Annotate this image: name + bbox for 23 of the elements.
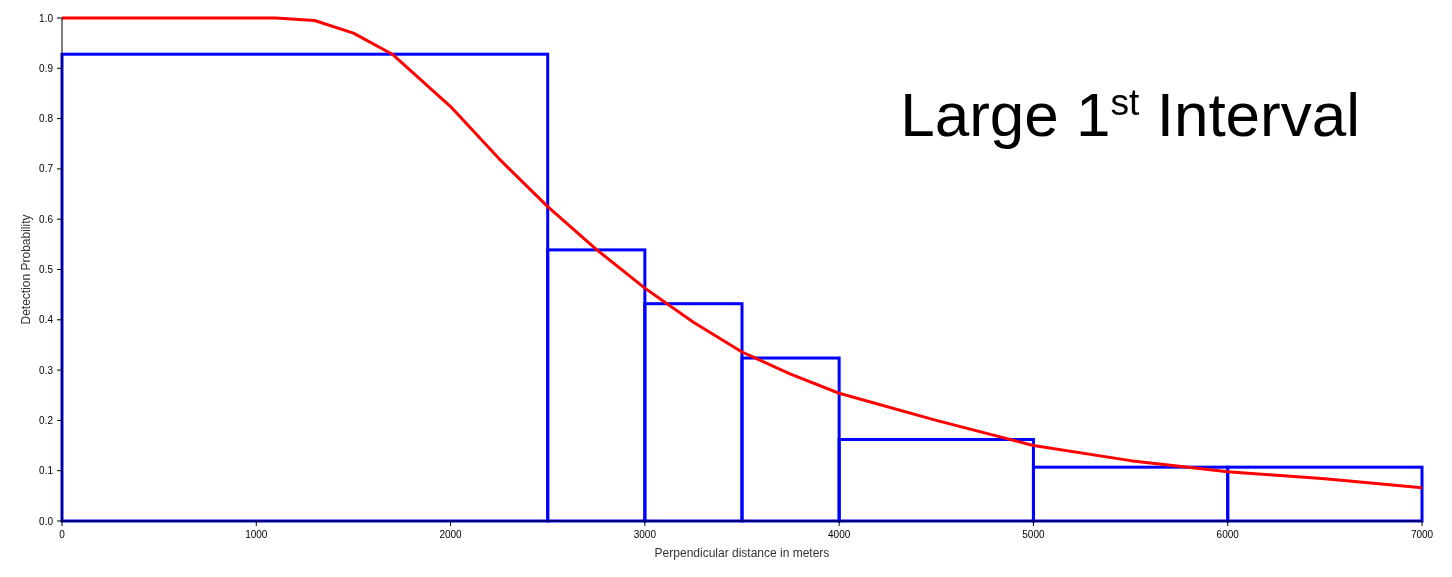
y-tick-label: 0.9	[39, 62, 54, 74]
x-tick-label: 0	[59, 529, 66, 540]
y-tick-label: 0.2	[39, 414, 54, 426]
annotation: Large 1$^{st}$ Interval	[900, 80, 1360, 149]
y-tick-label: 0.3	[39, 364, 54, 376]
y-tick-label: 0.1	[39, 465, 54, 477]
x-tick-label: 5000	[1022, 529, 1045, 540]
x-tick-label: 7000	[1410, 529, 1434, 540]
y-tick-label: 0.4	[39, 314, 54, 326]
x-axis-title: Perpendicular distance in meters	[654, 546, 830, 560]
y-tick-label: 1.0	[39, 12, 54, 24]
line-series	[60, 16, 1424, 490]
y-tick-label: 0.6	[39, 213, 54, 225]
y-tick-label: 0.5	[39, 264, 54, 275]
y-tick-label: 0.0	[39, 515, 54, 527]
x-tick-label: 6000	[1216, 529, 1240, 540]
x-tick-label: 1000	[245, 529, 268, 540]
x-tick-label: 3000	[633, 529, 657, 540]
x-tick-label: 2000	[439, 529, 463, 540]
y-tick-label: 0.7	[39, 163, 54, 175]
x-tick-label: 4000	[828, 529, 851, 540]
y-axis-title: Detection Probability	[19, 214, 33, 325]
y-tick-label: 0.8	[39, 113, 54, 125]
